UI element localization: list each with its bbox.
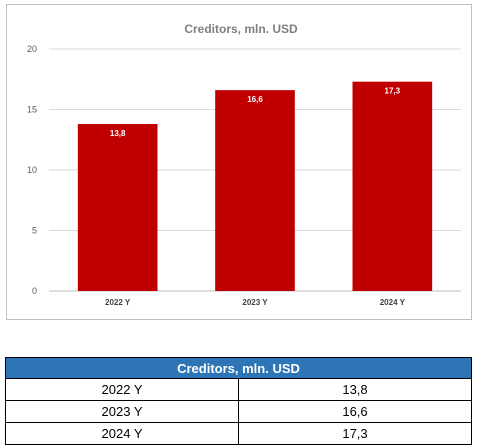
table-row: 2023 Y 16,6 (5, 400, 472, 423)
bars: 13,8 16,6 17,3 (77, 81, 433, 292)
y-tick-label: 0 (32, 286, 37, 296)
row-value: 16,6 (238, 400, 472, 423)
row-value: 13,8 (238, 378, 472, 401)
bar (352, 81, 433, 291)
y-tick-label: 20 (27, 44, 37, 54)
y-tick-label: 10 (27, 165, 37, 175)
y-axis: 0 5 10 15 20 (27, 44, 37, 296)
x-tick-label: 2023 Y (242, 298, 268, 307)
data-table: Creditors, mln. USD 2022 Y 13,8 2023 Y 1… (5, 357, 472, 445)
chart-container: Creditors, mln. USD 0 5 10 15 20 13,8 16,6 17,… (6, 4, 472, 320)
bar (215, 90, 295, 291)
table-header-row: Creditors, mln. USD (5, 357, 472, 379)
bar-chart: Creditors, mln. USD 0 5 10 15 20 13,8 16,6 17,… (27, 22, 461, 307)
y-tick-label: 15 (27, 105, 37, 115)
bar (77, 124, 158, 292)
y-tick-label: 5 (32, 226, 37, 236)
data-label: 17,3 (385, 87, 401, 96)
row-value: 17,3 (238, 422, 472, 445)
chart-title: Creditors, mln. USD (184, 22, 298, 36)
x-axis: 2022 Y 2023 Y 2024 Y (105, 298, 406, 307)
x-tick-label: 2024 Y (380, 298, 406, 307)
row-year: 2024 Y (5, 422, 239, 445)
row-year: 2023 Y (5, 400, 239, 423)
x-tick-label: 2022 Y (105, 298, 131, 307)
data-label: 16,6 (247, 95, 263, 104)
table-row: 2024 Y 17,3 (5, 422, 472, 445)
row-year: 2022 Y (5, 378, 239, 401)
data-label: 13,8 (110, 129, 126, 138)
table-header: Creditors, mln. USD (5, 357, 472, 379)
table-row: 2022 Y 13,8 (5, 378, 472, 401)
